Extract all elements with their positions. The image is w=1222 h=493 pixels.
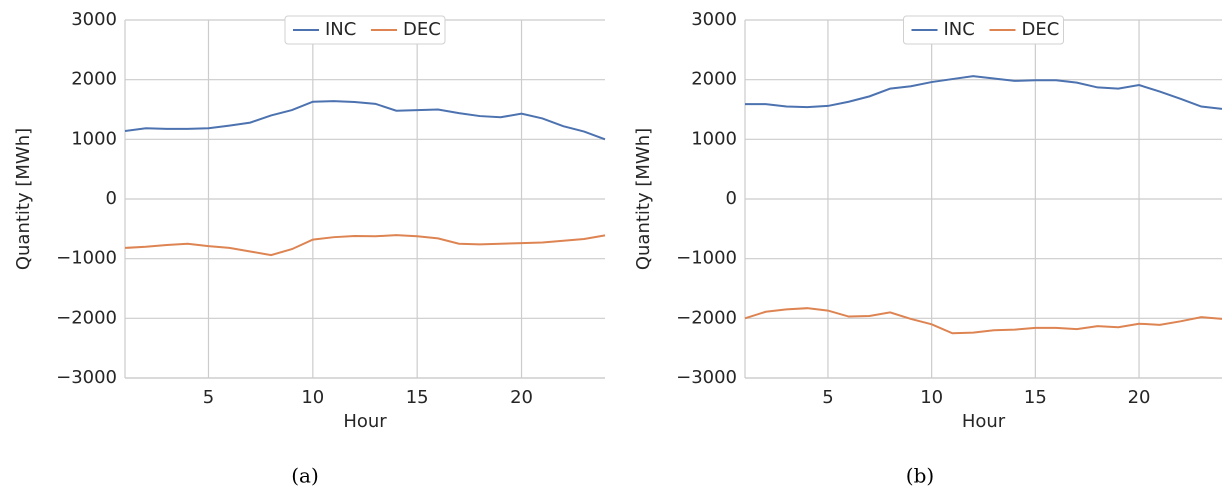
data-line bbox=[124, 100, 606, 141]
x-tick-label: 15 bbox=[406, 387, 429, 408]
y-tick-label: −1000 bbox=[56, 248, 117, 269]
data-line bbox=[744, 307, 1222, 335]
legend-label: DEC bbox=[1022, 19, 1060, 40]
y-tick-label: 3000 bbox=[691, 9, 737, 30]
y-tick-label: 0 bbox=[106, 188, 117, 209]
x-tick-label: 10 bbox=[301, 387, 324, 408]
y-tick-label: 2000 bbox=[71, 69, 117, 90]
y-axis-label: Quantity [MWh] bbox=[633, 128, 654, 270]
data-line bbox=[124, 234, 606, 257]
y-tick-label: −3000 bbox=[56, 367, 117, 388]
y-tick-label: −2000 bbox=[56, 307, 117, 328]
legend-label: INC bbox=[325, 19, 356, 40]
x-tick-label: 20 bbox=[510, 387, 533, 408]
subplot: −3000 −2000 −1000 0 1000 2000 3000 5 10 15 20 Hour Q… bbox=[633, 9, 1222, 488]
legend-box bbox=[903, 15, 1064, 45]
y-tick-label: 2000 bbox=[691, 69, 737, 90]
y-tick-label: 3000 bbox=[71, 9, 117, 30]
x-tick-label: 5 bbox=[203, 387, 214, 408]
subplot: −3000 −2000 −1000 0 1000 2000 3000 5 10 15 20 Hour Q… bbox=[13, 9, 606, 488]
y-tick-label: −2000 bbox=[676, 307, 737, 328]
x-tick-label: 15 bbox=[1024, 387, 1047, 408]
x-tick-label: 10 bbox=[920, 387, 943, 408]
y-tick-label: 1000 bbox=[71, 128, 117, 149]
caption: (a) bbox=[291, 464, 319, 488]
x-axis-label: Hour bbox=[962, 411, 1006, 432]
x-tick-label: 20 bbox=[1128, 387, 1151, 408]
x-tick-label: 5 bbox=[822, 387, 833, 408]
y-tick-label: 0 bbox=[726, 188, 737, 209]
legend-box bbox=[284, 15, 446, 45]
legend-label: INC bbox=[944, 19, 975, 40]
x-axis-label: Hour bbox=[343, 411, 387, 432]
y-tick-label: 1000 bbox=[691, 128, 737, 149]
legend-label: DEC bbox=[403, 19, 441, 40]
y-tick-label: −1000 bbox=[676, 248, 737, 269]
y-axis-label: Quantity [MWh] bbox=[13, 128, 34, 270]
y-tick-label: −3000 bbox=[676, 367, 737, 388]
data-line bbox=[745, 75, 1222, 110]
caption: (b) bbox=[906, 464, 934, 488]
